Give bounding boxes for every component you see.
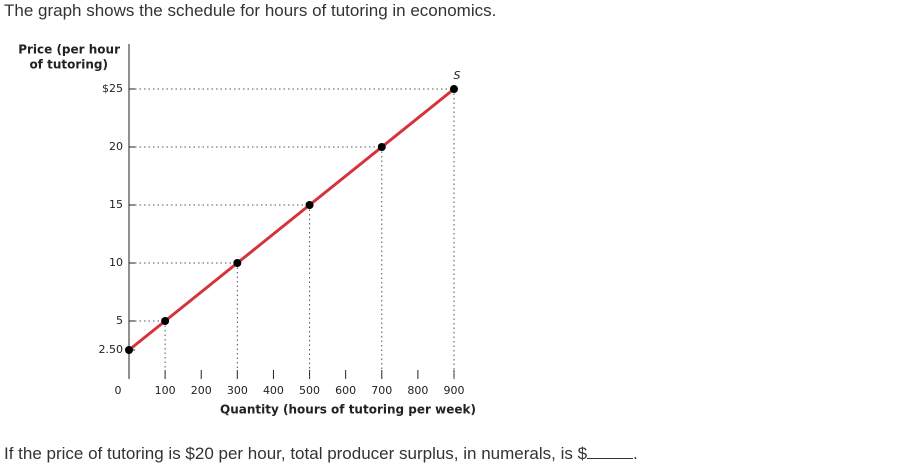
x-tick-label: 800 [407,384,428,397]
y-tick-label: 2.50 [99,343,124,356]
x-tick-label: 400 [263,384,284,397]
x-tick-label: 200 [191,384,212,397]
point [161,317,170,325]
y-tick-label: 0 [115,384,122,397]
y-axis-label: Price (per hour [18,43,120,57]
x-tick-label: 300 [227,384,248,397]
chart: Price (per hour of tutoring) Quantity (h… [18,43,476,417]
y-tick-label: $25 [102,82,123,95]
question: If the price of tutoring is $20 per hour… [4,444,638,464]
x-tick-label: 100 [155,384,176,397]
y-tick-label: 10 [109,256,123,269]
point [125,346,133,354]
point [233,259,242,267]
header-text: The graph shows the schedule for hours o… [4,1,497,20]
question-end: . [633,444,638,463]
x-tick-label: 700 [371,384,392,397]
series-label: S [454,69,461,82]
y-tick-label: 15 [109,198,123,211]
answer-blank[interactable] [587,444,634,459]
point [305,201,314,209]
y-tick-label: 20 [109,140,123,153]
x-tick-label: 900 [444,384,465,397]
series-line [128,87,455,352]
y-axis-label: of tutoring) [29,58,108,72]
y-tick-label: 5 [116,314,123,327]
x-tick-label: 600 [335,384,356,397]
x-axis-label: Quantity (hours of tutoring per week) [220,403,476,417]
question-text: If the price of tutoring is $20 per hour… [4,444,588,463]
x-tick-label: 500 [299,384,320,397]
point [450,85,458,93]
point [377,143,386,151]
